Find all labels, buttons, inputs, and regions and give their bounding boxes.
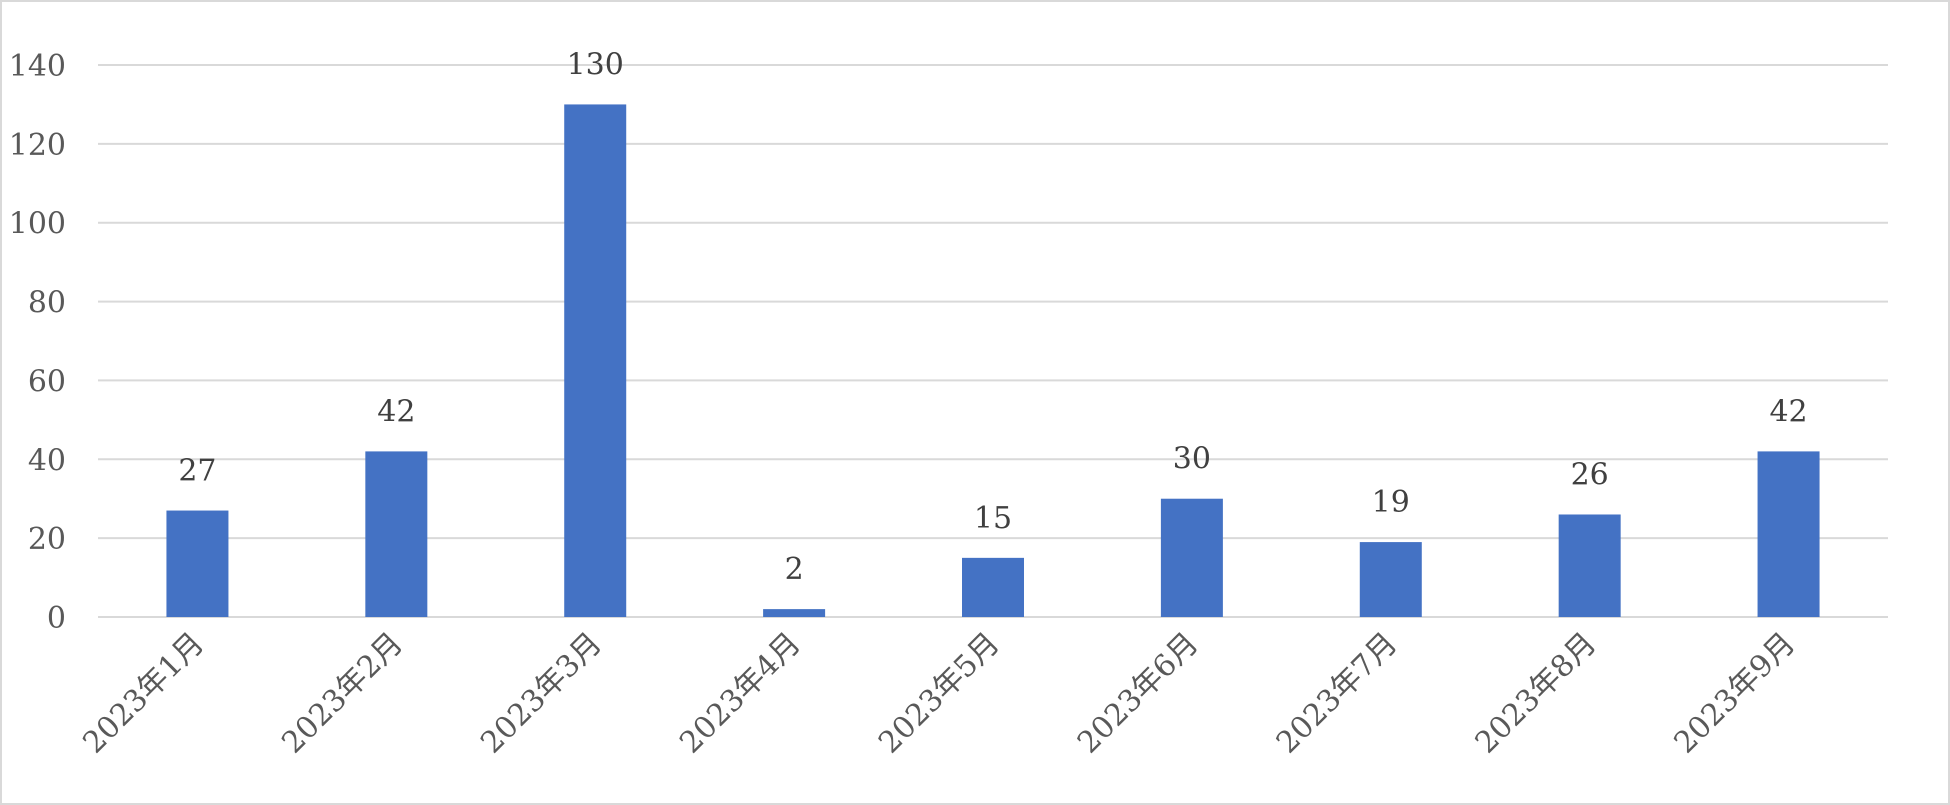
x-category-label: 2023年1月 xyxy=(76,626,211,761)
y-tick-label: 100 xyxy=(9,207,66,242)
bar[interactable] xyxy=(1558,514,1621,617)
bar[interactable] xyxy=(166,510,229,617)
data-label: 30 xyxy=(1173,442,1211,477)
y-tick-label: 80 xyxy=(28,286,66,321)
y-axis-tick-labels: 0 20 40 60 80 100 120 140 xyxy=(9,49,66,636)
data-label: 15 xyxy=(974,501,1012,536)
x-axis-category-labels: 2023年1月 2023年2月 2023年3月 2023年4月 2023年5月 2023年… xyxy=(76,626,1802,761)
y-tick-label: 0 xyxy=(47,601,66,636)
bar[interactable] xyxy=(962,557,1024,617)
x-category-label: 2023年2月 xyxy=(275,626,410,761)
data-label: 26 xyxy=(1571,457,1609,492)
y-tick-label: 20 xyxy=(28,522,66,557)
bar[interactable] xyxy=(1359,542,1422,617)
x-category-label: 2023年5月 xyxy=(872,626,1007,761)
data-label: 27 xyxy=(178,454,216,489)
y-tick-label: 120 xyxy=(9,128,66,163)
data-labels: 27 42 130 2 15 30 19 26 42 xyxy=(178,47,1807,587)
x-category-label: 2023年7月 xyxy=(1270,626,1405,761)
bar[interactable] xyxy=(1160,498,1223,617)
x-category-label: 2023年8月 xyxy=(1469,626,1604,761)
data-label: 42 xyxy=(377,394,415,429)
y-tick-label: 40 xyxy=(28,443,66,478)
bar[interactable] xyxy=(763,609,826,617)
y-tick-label: 140 xyxy=(9,49,66,84)
bar[interactable] xyxy=(564,104,627,617)
data-label: 42 xyxy=(1769,394,1807,429)
bar[interactable] xyxy=(365,451,428,617)
x-category-label: 2023年6月 xyxy=(1071,626,1206,761)
data-label: 130 xyxy=(567,47,624,82)
bar[interactable] xyxy=(1757,451,1820,617)
data-label: 2 xyxy=(785,552,804,587)
bars xyxy=(166,104,1820,617)
data-label: 19 xyxy=(1372,485,1410,520)
x-category-label: 2023年4月 xyxy=(673,626,808,761)
x-category-label: 2023年9月 xyxy=(1668,626,1803,761)
x-category-label: 2023年3月 xyxy=(474,626,609,761)
y-tick-label: 60 xyxy=(28,364,66,399)
